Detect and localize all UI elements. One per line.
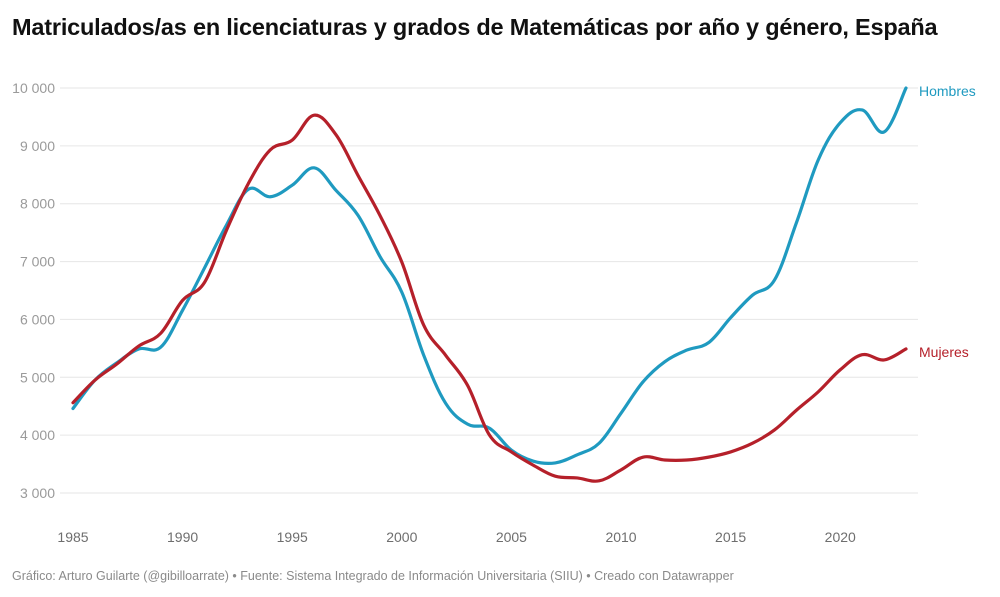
y-tick-label: 8 000 xyxy=(20,196,55,212)
y-tick-label: 7 000 xyxy=(20,254,55,270)
y-tick-label: 9 000 xyxy=(20,138,55,154)
series-line-mujeres xyxy=(71,113,908,483)
series-label-hombres: Hombres xyxy=(919,83,976,99)
x-tick-label: 1985 xyxy=(57,529,88,545)
x-tick-label: 1995 xyxy=(277,529,308,545)
x-axis: 1985 1990 1995 2000 2005 2010 2015 2020 xyxy=(57,529,856,545)
y-tick-label: 3 000 xyxy=(20,485,55,501)
x-tick-label: 2005 xyxy=(496,529,527,545)
series-line-hombres xyxy=(71,86,908,466)
x-tick-label: 2000 xyxy=(386,529,417,545)
series-lines xyxy=(71,86,908,483)
series-label-mujeres: Mujeres xyxy=(919,344,969,360)
series-labels: Hombres Mujeres xyxy=(919,83,976,360)
y-tick-label: 10 000 xyxy=(12,80,55,96)
x-tick-label: 2010 xyxy=(605,529,636,545)
footer-credits: Gráfico: Arturo Guilarte (@gibilloarrate… xyxy=(12,569,734,583)
x-tick-label: 2015 xyxy=(715,529,746,545)
y-tick-label: 5 000 xyxy=(20,369,55,385)
y-tick-label: 6 000 xyxy=(20,311,55,327)
chart-title: Matriculados/as en licenciaturas y grado… xyxy=(12,14,938,40)
y-axis: 3 000 4 000 5 000 6 000 7 000 8 000 9 000 10 00… xyxy=(12,80,55,501)
x-tick-label: 2020 xyxy=(825,529,856,545)
x-tick-label: 1990 xyxy=(167,529,198,545)
y-tick-label: 4 000 xyxy=(20,427,55,443)
